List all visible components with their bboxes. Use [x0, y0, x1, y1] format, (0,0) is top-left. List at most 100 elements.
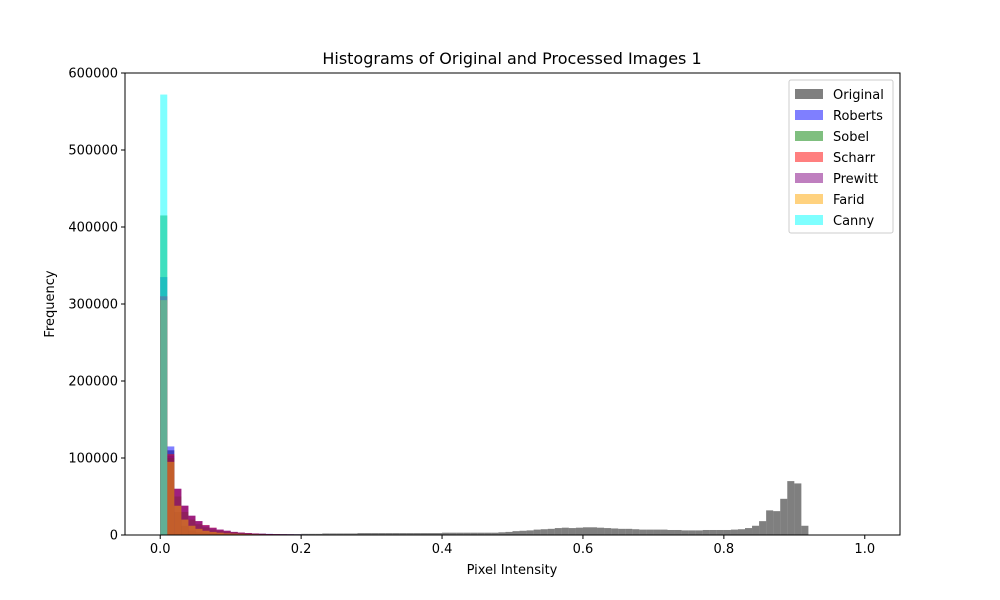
legend-label-prewitt: Prewitt	[833, 172, 878, 187]
bar-prewitt-10	[230, 531, 238, 535]
bar-original-73	[674, 529, 682, 535]
bar-original-86	[766, 510, 774, 535]
legend-label-roberts: Roberts	[833, 109, 883, 124]
bar-original-90	[794, 483, 802, 535]
bar-original-80	[723, 529, 731, 535]
bar-original-52	[526, 530, 534, 535]
histogram-bars	[160, 94, 809, 535]
bar-original-71	[660, 529, 668, 535]
bar-farid-4	[188, 525, 196, 535]
x-axis: 0.0 0.2 0.4 0.6 0.8 1.0	[150, 535, 875, 557]
bar-prewitt-14	[258, 533, 266, 535]
bar-original-60	[582, 527, 590, 535]
bar-original-27	[350, 533, 358, 535]
bar-original-37	[420, 533, 428, 535]
series-original	[160, 300, 809, 535]
bar-original-33	[392, 533, 400, 535]
chart-title: Histograms of Original and Processed Ima…	[322, 49, 701, 68]
bar-original-30	[371, 533, 379, 535]
bar-original-75	[688, 530, 696, 535]
bar-original-47	[491, 532, 499, 535]
bar-prewitt-8	[216, 529, 224, 535]
x-axis-label: Pixel Intensity	[467, 563, 558, 578]
bar-farid-3	[181, 519, 189, 535]
bar-original-56	[554, 528, 562, 535]
bar-original-63	[604, 528, 612, 535]
bar-prewitt-12	[244, 532, 252, 535]
y-tick-label: 400000	[68, 221, 118, 236]
y-axis: 0 100000 200000 300000 400000 500000 600000	[68, 67, 125, 544]
bar-original-45	[477, 532, 485, 535]
bar-original-84	[752, 525, 760, 535]
x-tick-label: 0.0	[150, 542, 171, 557]
bar-original-81	[730, 529, 738, 535]
bar-original-43	[463, 532, 471, 535]
bar-original-68	[639, 529, 647, 535]
bar-prewitt-6	[202, 524, 210, 535]
legend: Original Roberts Sobel Scharr Prewitt Farid Ca…	[788, 79, 894, 234]
bar-original-74	[681, 530, 689, 535]
bar-original-88	[780, 498, 788, 535]
bar-original-23	[322, 533, 330, 535]
bar-original-89	[787, 481, 795, 535]
bar-prewitt-13	[251, 533, 259, 535]
bar-original-91	[801, 525, 809, 535]
bar-original-72	[667, 529, 675, 535]
bar-original-65	[618, 528, 626, 535]
legend-label-original: Original	[833, 88, 884, 103]
bar-original-66	[625, 528, 633, 535]
legend-label-canny: Canny	[833, 214, 875, 229]
bar-original-83	[745, 528, 753, 535]
bar-original-32	[385, 533, 393, 535]
x-tick-label: 0.2	[291, 542, 312, 557]
bar-prewitt-11	[237, 532, 245, 535]
bar-original-46	[484, 532, 492, 535]
bar-prewitt-5	[195, 521, 203, 535]
y-tick-label: 500000	[68, 144, 118, 159]
legend-label-sobel: Sobel	[833, 130, 869, 145]
y-axis-label: Frequency	[43, 270, 58, 337]
series-canny	[160, 94, 168, 535]
x-tick-label: 0.6	[573, 542, 594, 557]
bar-original-36	[413, 533, 421, 535]
bar-original-55	[547, 528, 555, 535]
bar-original-54	[540, 529, 548, 535]
bar-original-69	[646, 529, 654, 535]
bar-original-70	[653, 529, 661, 535]
bar-original-87	[773, 511, 781, 535]
legend-swatch-farid	[795, 194, 823, 204]
series-scharr	[160, 296, 421, 535]
bar-original-50	[512, 531, 520, 535]
y-tick-label: 300000	[68, 298, 118, 313]
legend-swatch-prewitt	[795, 173, 823, 183]
bar-original-22	[315, 533, 323, 535]
bar-original-85	[759, 521, 767, 535]
legend-swatch-scharr	[795, 152, 823, 162]
bar-prewitt-7	[209, 527, 217, 535]
bar-original-40	[442, 532, 450, 535]
bar-original-41	[449, 532, 457, 535]
bar-farid-1	[167, 461, 175, 535]
bar-original-78	[709, 529, 717, 535]
bar-original-48	[498, 532, 506, 535]
y-tick-label: 200000	[68, 375, 118, 390]
bar-original-20	[301, 533, 309, 535]
bar-original-58	[568, 528, 576, 535]
bar-original-51	[519, 530, 527, 535]
bar-original-77	[702, 529, 710, 535]
y-tick-label: 600000	[68, 67, 118, 82]
x-tick-label: 0.8	[714, 542, 735, 557]
bar-farid-7	[209, 531, 217, 535]
bar-original-79	[716, 529, 724, 535]
bar-original-82	[737, 529, 745, 535]
series-sobel	[160, 215, 407, 535]
bar-original-67	[632, 529, 640, 535]
series-farid	[160, 300, 379, 535]
bar-original-49	[505, 531, 513, 535]
bar-original-31	[378, 533, 386, 535]
bar-original-53	[533, 529, 541, 535]
bar-original-24	[329, 533, 337, 535]
bar-prewitt-15	[265, 533, 273, 535]
bar-farid-6	[202, 530, 210, 535]
bar-original-57	[561, 527, 569, 535]
